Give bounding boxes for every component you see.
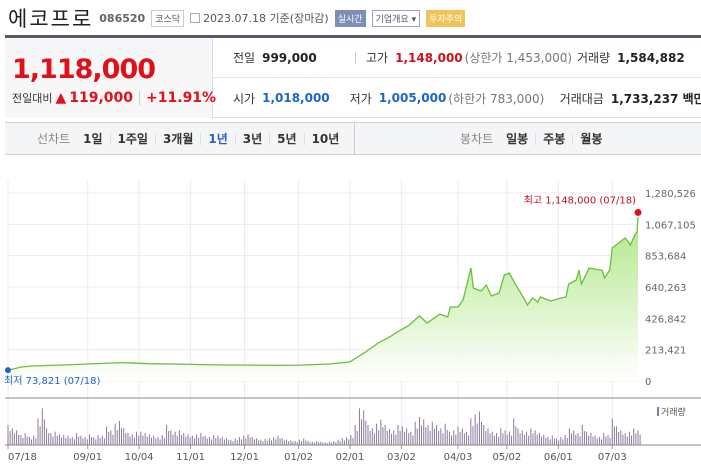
y-tick-label: 640,263 xyxy=(645,283,686,294)
high-label: 고가 xyxy=(366,51,389,65)
stock-code: 086520 xyxy=(99,11,146,25)
x-tick-label: 05/02 xyxy=(492,452,521,463)
tab-1y[interactable]: 1년 xyxy=(200,132,234,145)
investment-warning-badge: 투자주의 xyxy=(426,9,466,27)
line-chart-label: 선차트 xyxy=(37,132,71,146)
x-tick-label: 02/01 xyxy=(336,452,365,463)
candle-chart-tabs: 봉차트 일봉 주봉 월봉 xyxy=(460,123,609,154)
chart-tabs: 선차트 1일 1주일 3개월 1년 3년 5년 10년 봉차트 일봉 주봉 월봉 xyxy=(5,122,701,155)
tab-1w[interactable]: 1주일 xyxy=(109,132,155,145)
prev-label: 전일 xyxy=(233,51,256,65)
line-chart-tabs: 선차트 1일 1주일 3개월 1년 3년 5년 10년 xyxy=(37,123,346,154)
realtime-button[interactable]: 실시간 xyxy=(334,9,366,27)
max-point xyxy=(634,208,642,216)
x-tick-label: 07/18 xyxy=(8,452,37,463)
quote-date: 2023.07.18 기준(장마감) xyxy=(190,10,329,26)
tab-1d[interactable]: 1일 xyxy=(83,131,103,146)
tab-5y[interactable]: 5년 xyxy=(269,132,303,145)
tab-daily[interactable]: 일봉 xyxy=(506,131,529,146)
prev-close: 전일 999,000 xyxy=(233,49,345,66)
y-tick-label: 1,280,526 xyxy=(645,189,696,200)
price-change: 전일대비 ▲ 119,000 +11.91% xyxy=(12,90,216,106)
low-value: 1,005,000 xyxy=(378,91,447,105)
quote-date-text: 2023.07.18 기준(장마감) xyxy=(203,12,329,25)
upper-limit: (상한가 1,453,000) xyxy=(464,51,573,65)
open-label: 시가 xyxy=(233,91,256,106)
x-tick-label: 07/03 xyxy=(598,452,627,463)
y-tick-label: 426,842 xyxy=(645,314,686,325)
x-tick-label: 01/02 xyxy=(284,452,313,463)
low-price: 저가 1,005,000 (하한가 783,000) xyxy=(349,90,545,107)
divider xyxy=(5,35,701,38)
lower-limit: (하한가 783,000) xyxy=(448,91,545,106)
high-value: 1,148,000 xyxy=(395,50,463,65)
volume: 거래량 1,584,882 xyxy=(577,49,685,66)
chevron-down-icon: ▾ xyxy=(411,14,417,25)
volume-legend-icon xyxy=(657,407,659,416)
divider xyxy=(354,123,355,154)
x-tick-label: 11/01 xyxy=(176,452,205,463)
separator xyxy=(566,51,567,64)
low-label: 저가 xyxy=(349,91,372,106)
x-tick-label: 03/02 xyxy=(387,452,416,463)
current-price: 1,118,000 xyxy=(12,54,156,85)
max-label: 최고 1,148,000 (07/18) xyxy=(524,194,636,206)
calendar-icon xyxy=(190,13,201,23)
tab-3y[interactable]: 3년 xyxy=(234,132,269,145)
separator xyxy=(355,51,356,64)
x-tick-label: 09/01 xyxy=(73,452,102,463)
company-info-dropdown[interactable]: 기업개요 ▾ xyxy=(371,9,421,27)
tab-weekly[interactable]: 주봉 xyxy=(535,132,572,145)
x-tick-label: 10/04 xyxy=(125,452,154,463)
change-percent: +11.91% xyxy=(146,90,217,106)
candle-chart-label: 봉차트 xyxy=(460,132,494,146)
price-line xyxy=(7,216,639,371)
price-area xyxy=(8,216,638,381)
stock-header: 에코프로 086520 코스닥 2023.07.18 기준(장마감) 실시간 기… xyxy=(8,6,466,31)
y-tick-label: 0 xyxy=(645,377,651,388)
x-tick-label: 06/01 xyxy=(544,452,573,463)
trade-amount: 거래대금 1,733,237 백만 xyxy=(560,90,701,107)
prev-value: 999,000 xyxy=(262,50,317,65)
tab-3m[interactable]: 3개월 xyxy=(154,132,200,145)
amount-label: 거래대금 xyxy=(559,91,604,106)
y-tick-label: 853,684 xyxy=(645,252,686,263)
volume-legend-label: 거래량 xyxy=(661,406,686,418)
current-price-panel: 1,118,000 전일대비 ▲ 119,000 +11.91% xyxy=(5,38,216,118)
quote-row-2: 시가 1,018,000 저가 1,005,000 (하한가 783,000) 거래대… xyxy=(213,78,701,118)
y-tick-label: 213,421 xyxy=(645,346,686,357)
min-label: 최저 73,821 (07/18) xyxy=(4,375,100,387)
change-amount: 119,000 xyxy=(69,90,134,106)
company-info-label: 기업개요 xyxy=(375,14,409,25)
change-label: 전일대비 xyxy=(12,92,53,105)
tab-monthly[interactable]: 월봉 xyxy=(572,132,609,145)
quote-row-1: 전일 999,000 고가 1,148,000 (상한가 1,453,000) 거래량… xyxy=(213,38,701,78)
tab-10y[interactable]: 10년 xyxy=(303,132,347,145)
up-triangle-icon: ▲ xyxy=(55,90,67,106)
x-tick-label: 04/03 xyxy=(444,452,473,463)
open-price: 시가 1,018,000 xyxy=(233,90,330,107)
volume-value: 1,584,882 xyxy=(617,50,685,65)
min-point xyxy=(5,367,11,374)
y-tick-label: 1,067,105 xyxy=(645,220,696,231)
amount-value: 1,733,237 백만 xyxy=(610,91,701,106)
open-value: 1,018,000 xyxy=(262,91,330,105)
x-tick-label: 12/01 xyxy=(230,452,259,463)
separator xyxy=(139,91,141,105)
volume-label: 거래량 xyxy=(577,51,611,65)
stock-name: 에코프로 xyxy=(8,7,94,31)
high-price: 고가 1,148,000 (상한가 1,453,000) xyxy=(366,49,572,66)
market-badge: 코스닥 xyxy=(151,9,185,27)
quote-panel: 1,118,000 전일대비 ▲ 119,000 +11.91% 전일 999,0… xyxy=(5,38,701,118)
